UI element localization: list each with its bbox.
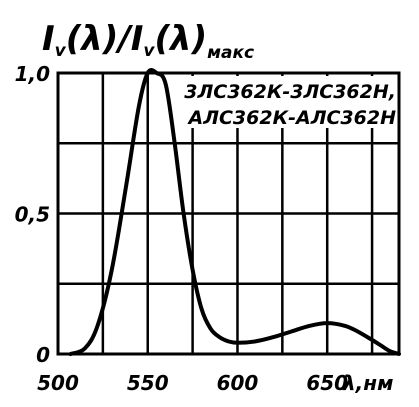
y-label-part1: I — [42, 19, 55, 59]
x-tick-label: 550 — [127, 371, 169, 395]
legend-line-2: АЛС362К-АЛС362Н — [187, 107, 397, 129]
y-label-sub1: v — [55, 41, 67, 61]
x-axis-label: λ,нм — [342, 371, 393, 395]
x-tick-label: 500 — [37, 371, 79, 395]
y-label-sub4: макс — [207, 43, 254, 63]
y-label-sub2: v — [143, 41, 155, 61]
y-tick-label: 1,0 — [15, 62, 51, 86]
y-axis-label: Iv(λ)/Iv(λ)макс — [42, 19, 254, 63]
legend-background — [160, 76, 397, 128]
legend-line-1: 3ЛС362К-3ЛС362Н, — [184, 81, 396, 103]
plot-frame — [56, 71, 401, 356]
x-tick-label: 650 — [306, 371, 348, 395]
y-tick-labels: 0 0,5 1,0 — [15, 62, 51, 367]
y-label-part2: (λ)/I — [66, 19, 144, 59]
x-tick-label: 600 — [217, 371, 259, 395]
series-line — [68, 68, 401, 356]
y-tick-label: 0,5 — [15, 203, 50, 227]
x-tick-labels: 500 550 600 650 — [37, 371, 348, 395]
y-label-part4: (λ) — [155, 19, 208, 59]
y-tick-label: 0 — [36, 343, 50, 367]
